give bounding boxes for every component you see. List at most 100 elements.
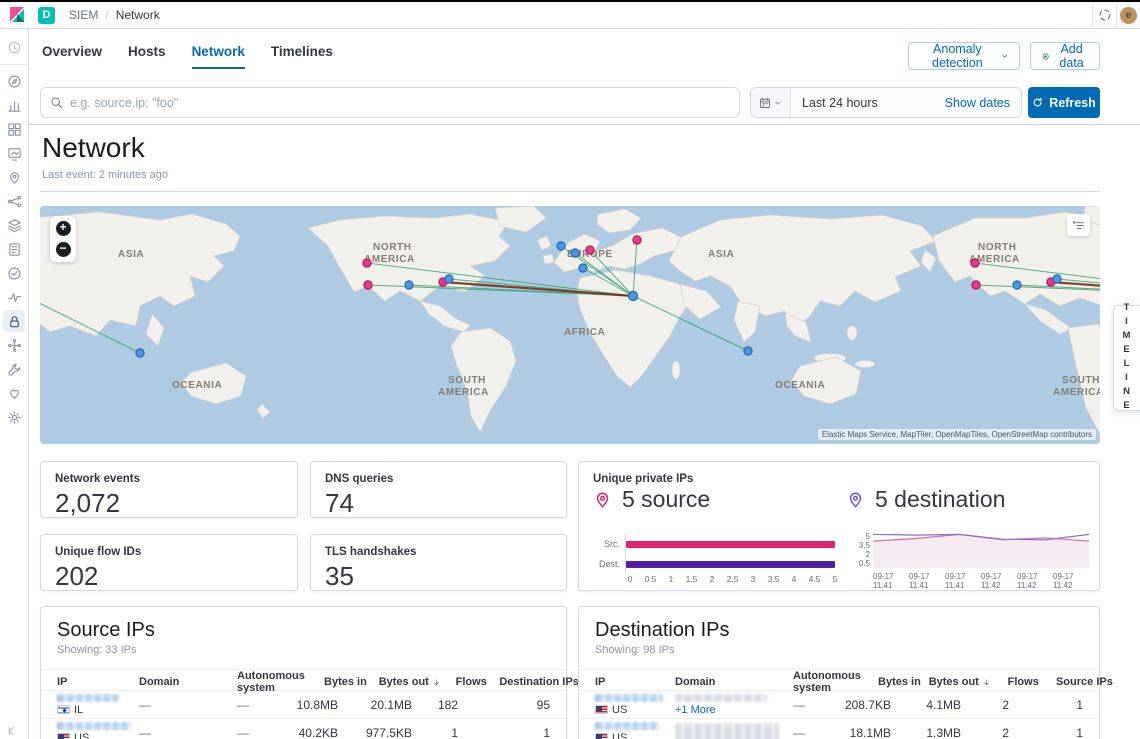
refresh-button[interactable]: Refresh bbox=[1028, 87, 1100, 118]
map-label-na-left-1: NORTH bbox=[373, 242, 412, 253]
redacted-ip-link[interactable] bbox=[57, 694, 119, 702]
column-header-bytes-in[interactable]: Bytes in bbox=[861, 676, 921, 688]
search-input[interactable] bbox=[70, 96, 730, 110]
map-zoom-in-button[interactable]: + bbox=[56, 221, 71, 236]
map-label-sa-right-2: AMERICA bbox=[1053, 387, 1100, 398]
sidebar-item-infrastructure[interactable] bbox=[3, 214, 25, 236]
column-header-ip[interactable]: IP bbox=[595, 676, 675, 688]
source-ips-showing: Showing: 33 IPs bbox=[41, 642, 566, 656]
sort-down-icon bbox=[432, 678, 441, 687]
map-label-sa-left-2: AMERICA bbox=[438, 387, 489, 398]
destination-ips-header-row: IP Domain Autonomous system Bytes in Byt… bbox=[579, 669, 1099, 691]
tab-overview[interactable]: Overview bbox=[42, 44, 102, 69]
uptime-check-icon bbox=[7, 266, 22, 281]
sidebar-item-machine-learning[interactable] bbox=[3, 190, 25, 212]
kibana-siem-network-page: D SIEM / Network e bbox=[0, 0, 1140, 739]
chevron-down-icon bbox=[774, 99, 782, 107]
sidebar-item-dashboard[interactable] bbox=[3, 118, 25, 140]
unique-ips-bar-chart: Src. Dest. 0 0.5 1 1.5 2 2.5 3 3.5 4 bbox=[593, 534, 835, 586]
tab-network[interactable]: Network bbox=[192, 44, 245, 69]
column-header-autonomous-system[interactable]: Autonomous system bbox=[793, 670, 861, 694]
anomaly-detection-label: Anomaly detection bbox=[920, 42, 995, 70]
column-header-autonomous-system[interactable]: Autonomous system bbox=[237, 670, 305, 694]
map-pin-icon bbox=[7, 170, 22, 185]
breadcrumb-app[interactable]: SIEM bbox=[69, 8, 98, 22]
sidebar-item-dev-tools[interactable] bbox=[3, 358, 25, 380]
gear-icon bbox=[7, 410, 22, 425]
tab-timelines[interactable]: Timelines bbox=[271, 44, 333, 69]
header-divider bbox=[40, 191, 1100, 192]
tab-bar: Overview Hosts Network Timelines Anomaly… bbox=[29, 29, 1140, 81]
stat-card-unique-private-ips: Unique private IPs 5 source 5 destinatio… bbox=[578, 461, 1100, 591]
stat-value: 202 bbox=[41, 558, 297, 592]
redacted-ip-link[interactable] bbox=[595, 694, 663, 702]
world-map: ASIA NORTH AMERICA EUROPE ASIA NORTH AME… bbox=[40, 206, 1100, 444]
graph-nodes-icon bbox=[7, 338, 22, 353]
bar-label-src: Src. bbox=[593, 539, 625, 549]
map-layer-settings-button[interactable] bbox=[1067, 214, 1090, 236]
column-header-domain[interactable]: Domain bbox=[139, 676, 237, 688]
spaces-menu-button[interactable] bbox=[1092, 2, 1116, 28]
sidebar-item-visualize[interactable] bbox=[3, 94, 25, 116]
kibana-logo[interactable] bbox=[9, 7, 25, 23]
sidebar-item-discover[interactable] bbox=[3, 70, 25, 92]
sidebar-item-management[interactable] bbox=[3, 406, 25, 428]
sidebar-collapse-button[interactable] bbox=[4, 724, 18, 739]
layers-icon bbox=[7, 218, 22, 233]
column-header-ip[interactable]: IP bbox=[57, 676, 139, 688]
date-picker-calendar-button[interactable] bbox=[751, 88, 791, 117]
destination-ips-showing: Showing: 98 IPs bbox=[579, 642, 1099, 656]
tab-hosts[interactable]: Hosts bbox=[128, 44, 166, 69]
top-header-bar: D SIEM / Network e bbox=[0, 2, 1140, 29]
more-domains-link[interactable]: +1 More bbox=[675, 704, 793, 716]
breadcrumb: SIEM / Network bbox=[69, 8, 160, 22]
line-chart-x-axis: 09-17 11:41 09-17 11:41 09-17 11:41 09-1… bbox=[873, 572, 1089, 590]
sidebar-item-siem[interactable] bbox=[3, 310, 25, 332]
column-header-flows[interactable]: Flows bbox=[441, 676, 487, 688]
timeline-label: TIMELINE bbox=[1121, 302, 1132, 414]
column-header-domain[interactable]: Domain bbox=[675, 676, 793, 688]
column-header-flows[interactable]: Flows bbox=[991, 676, 1039, 688]
user-menu-button[interactable]: e bbox=[1116, 2, 1140, 28]
flag-us-icon bbox=[595, 733, 608, 739]
search-box bbox=[40, 87, 740, 118]
column-header-bytes-out[interactable]: Bytes out bbox=[921, 676, 991, 688]
column-header-destination-ips[interactable]: Destination IPs bbox=[487, 676, 579, 688]
stat-card-tls-handshakes: TLS handshakes 35 bbox=[310, 534, 567, 591]
map-attribution[interactable]: Elastic Maps Service, MapTiler, OpenMapT… bbox=[818, 429, 1096, 440]
sidebar-item-logs[interactable] bbox=[3, 238, 25, 260]
sidebar-item-graph[interactable] bbox=[3, 334, 25, 356]
sidebar-item-stack-monitoring[interactable] bbox=[3, 382, 25, 404]
redacted-ip-link[interactable] bbox=[57, 722, 131, 730]
sidebar-item-uptime[interactable] bbox=[3, 262, 25, 284]
sidebar-item-apm[interactable] bbox=[3, 286, 25, 308]
network-map[interactable]: ASIA NORTH AMERICA EUROPE ASIA NORTH AME… bbox=[40, 206, 1100, 444]
column-header-source-ips[interactable]: Source IPs bbox=[1039, 676, 1113, 688]
anomaly-detection-dropdown[interactable]: Anomaly detection bbox=[908, 42, 1020, 70]
sidebar-item-canvas[interactable] bbox=[3, 142, 25, 164]
table-row: IL — — 10.8MB 20.1MB 182 95 bbox=[41, 691, 566, 719]
add-data-button[interactable]: Add data bbox=[1030, 42, 1100, 70]
show-dates-link[interactable]: Show dates bbox=[945, 96, 1021, 110]
column-header-bytes-in[interactable]: Bytes in bbox=[305, 676, 367, 688]
sidebar-item-maps[interactable] bbox=[3, 166, 25, 188]
date-range-value[interactable]: Last 24 hours bbox=[791, 96, 945, 110]
map-label-oceania-left: OCEANIA bbox=[172, 380, 222, 391]
date-picker: Last 24 hours Show dates bbox=[750, 87, 1022, 118]
unique-source-ips-value: 5 source bbox=[622, 486, 710, 513]
plus-circle-icon bbox=[1042, 51, 1049, 62]
timeline-flyout-button[interactable]: TIMELINE bbox=[1113, 305, 1140, 411]
redacted-ip-link[interactable] bbox=[595, 722, 659, 730]
map-zoom-out-button[interactable]: − bbox=[56, 242, 71, 257]
src-bar[interactable] bbox=[626, 541, 835, 548]
dest-bar[interactable] bbox=[626, 561, 835, 568]
stat-card-network-events: Network events 2,072 bbox=[40, 461, 298, 518]
column-header-bytes-out[interactable]: Bytes out bbox=[367, 676, 441, 688]
avatar[interactable]: e bbox=[1120, 7, 1137, 24]
stat-label: Network events bbox=[41, 462, 297, 485]
stat-value: 2,072 bbox=[41, 485, 297, 519]
source-ips-header-row: IP Domain Autonomous system Bytes in Byt… bbox=[41, 669, 566, 691]
space-badge[interactable]: D bbox=[38, 7, 55, 24]
table-row: US — 18.1MB 1.3MB 2 1 bbox=[579, 719, 1099, 739]
sidebar-item-recently-viewed[interactable] bbox=[3, 36, 25, 58]
